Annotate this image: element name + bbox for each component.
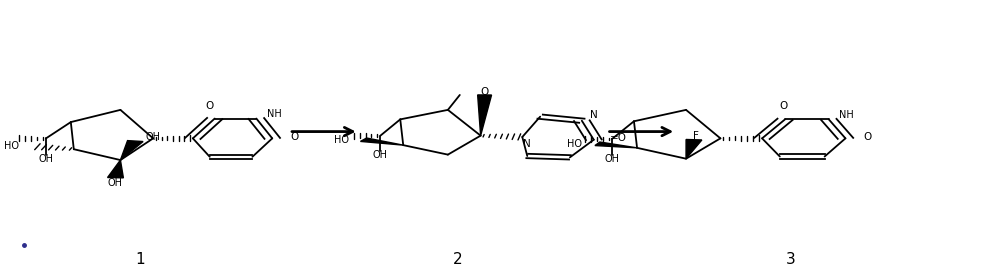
Text: O: O [206, 101, 214, 110]
Polygon shape [360, 138, 403, 145]
Text: OH: OH [39, 154, 54, 164]
Text: O: O [480, 87, 489, 97]
Text: HO: HO [4, 141, 19, 152]
Polygon shape [108, 160, 123, 178]
Text: N: N [523, 139, 531, 149]
Text: 1: 1 [135, 252, 145, 267]
Text: N: N [590, 110, 598, 120]
Text: OH: OH [108, 178, 123, 188]
Polygon shape [120, 141, 143, 160]
Text: 3: 3 [785, 252, 795, 267]
Polygon shape [478, 95, 492, 136]
Polygon shape [686, 139, 702, 159]
Text: HO: HO [567, 139, 582, 149]
Text: O: O [290, 132, 298, 142]
Text: O: O [863, 132, 871, 142]
Text: 2: 2 [453, 252, 463, 267]
Text: OH: OH [605, 154, 620, 164]
Text: OH: OH [373, 150, 388, 160]
Text: F: F [693, 131, 699, 141]
Text: NH: NH [267, 110, 282, 119]
Polygon shape [595, 142, 637, 148]
Text: OH: OH [145, 132, 160, 142]
Text: NH: NH [839, 110, 854, 120]
Text: O: O [779, 101, 787, 111]
Text: HO: HO [334, 135, 349, 145]
Text: =O: =O [610, 133, 627, 143]
